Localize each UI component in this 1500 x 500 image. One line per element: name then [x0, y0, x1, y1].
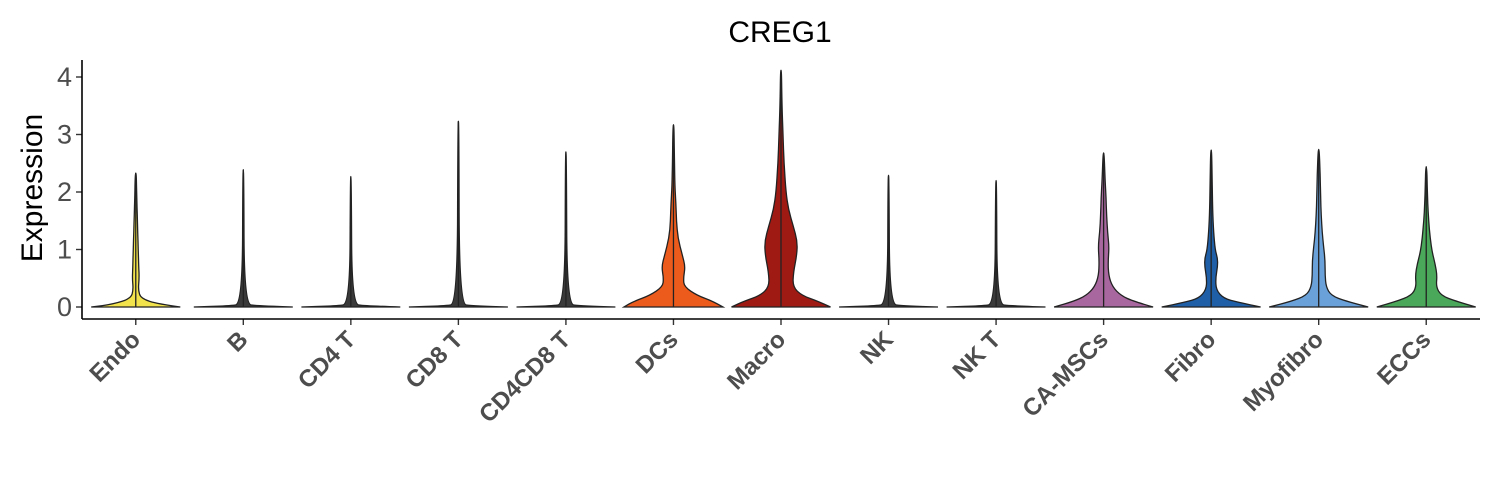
x-tick-label: CA-MSCs — [1017, 326, 1113, 422]
x-tick-label: Endo — [84, 326, 146, 388]
y-tick-label: 3 — [57, 120, 72, 150]
x-tick-label: NK T — [948, 326, 1007, 385]
x-axis: Endo B CD4 T CD8 T CD4CD8 T DCs Macro NK NK T CA-… — [84, 319, 1436, 428]
y-tick-label: 1 — [57, 235, 72, 265]
x-tick-label: Fibro — [1160, 326, 1222, 388]
violins — [91, 69, 1476, 308]
x-tick-label: CD4CD8 T — [474, 326, 576, 428]
x-tick-label: Myofibro — [1238, 326, 1329, 417]
chart-title: CREG1 — [728, 16, 831, 49]
y-axis-label: Expression — [16, 114, 49, 262]
x-tick-label: DCs — [631, 326, 684, 379]
x-tick-label: Macro — [722, 326, 791, 395]
x-tick-label: CD4 T — [293, 326, 361, 394]
y-tick-label: 2 — [57, 177, 72, 207]
x-tick-label: NK — [855, 326, 899, 370]
y-tick-label: 0 — [57, 292, 72, 322]
y-tick-label: 4 — [57, 62, 72, 92]
x-tick-label: ECCs — [1372, 326, 1436, 390]
y-axis: 0 1 2 3 4 — [57, 62, 82, 322]
x-tick-label: B — [222, 326, 253, 357]
x-tick-label: CD8 T — [401, 326, 469, 394]
